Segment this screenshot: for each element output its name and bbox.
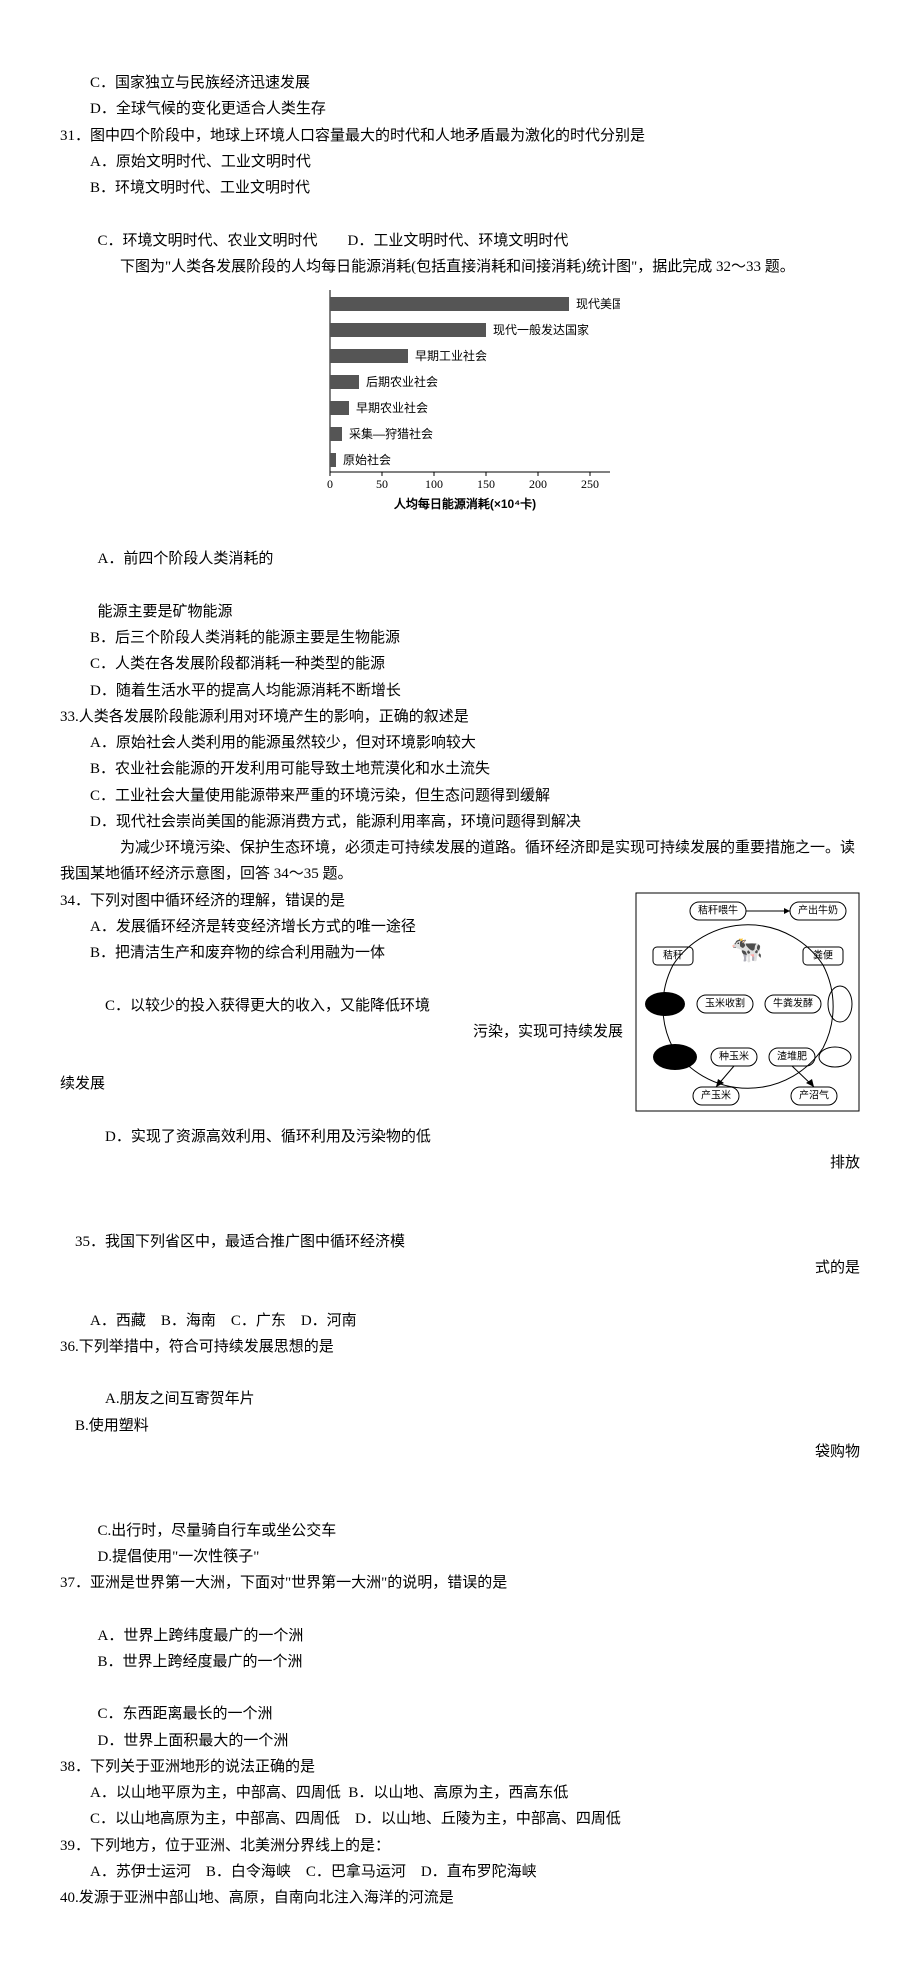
q35-options: A．西藏 B．海南 C．广东 D．河南 — [60, 1308, 860, 1334]
svg-text:150: 150 — [477, 477, 495, 491]
q32-a-right: 能源主要是矿物能源 — [98, 604, 233, 620]
svg-text:粪便: 粪便 — [813, 948, 833, 961]
q40-stem: 40.发源于亚洲中部山地、高原，自南向北注入海洋的河流是 — [60, 1885, 860, 1911]
bar-label-5: 采集—狩猎社会 — [349, 426, 433, 441]
svg-text:产玉米: 产玉米 — [701, 1088, 731, 1101]
q31-row-cd: C．环境文明时代、农业文明时代 D．工业文明时代、环境文明时代 — [60, 201, 860, 254]
q37-row2: C．东西距离最长的一个洲 D．世界上面积最大的一个洲 — [60, 1675, 860, 1754]
svg-text:200: 200 — [529, 477, 547, 491]
q37-b: B．世界上跨经度最广的一个洲 — [98, 1654, 303, 1670]
chart-axis-title: 人均每日能源消耗(×10⁴卡) — [394, 496, 536, 511]
q32-d: D．随着生活水平的提高人均能源消耗不断增长 — [60, 678, 860, 704]
q32-a-row: A．前四个阶段人类消耗的 能源主要是矿物能源 — [60, 520, 860, 625]
svg-text:牛粪发酵: 牛粪发酵 — [773, 996, 813, 1009]
q39-options: A．苏伊士运河 B．白令海峡 C．巴拿马运河 D．直布罗陀海峡 — [60, 1859, 860, 1885]
bar-label-0: 现代美国 — [576, 297, 620, 311]
q33-d: D．现代社会崇尚美国的能源消费方式，能源利用率高，环境问题得到解决 — [60, 809, 860, 835]
svg-text:0: 0 — [327, 477, 333, 491]
q37-stem: 37．亚洲是世界第一大洲，下面对"世界第一大洲"的说明，错误的是 — [60, 1570, 860, 1596]
fig2-intro: 为减少环境污染、保护生态环境，必须走可持续发展的道路。循环经济即是实现可持续发展… — [60, 835, 860, 888]
q39-stem: 39．下列地方，位于亚洲、北美洲分界线上的是： — [60, 1833, 860, 1859]
q31-b: B．环境文明时代、工业文明时代 — [60, 175, 860, 201]
q38-row2: C．以山地高原为主，中部高、四周低 D．以山地、丘陵为主，中部高、四周低 — [60, 1806, 860, 1832]
svg-text:秸秆: 秸秆 — [663, 948, 683, 961]
q35-stem-row: 35．我国下列省区中，最适合推广图中循环经济模 式的是 — [60, 1203, 860, 1308]
q33-c: C．工业社会大量使用能源带来严重的环境污染，但生态问题得到缓解 — [60, 783, 860, 809]
q36-row1: A.朋友之间互寄贺年片 B.使用塑料 袋购物 — [60, 1360, 860, 1491]
svg-text:种玉米: 种玉米 — [719, 1049, 749, 1062]
svg-text:玉米收割: 玉米收割 — [705, 996, 745, 1009]
fig1-intro: 下图为"人类各发展阶段的人均每日能源消耗(包括直接消耗和间接消耗)统计图"，据此… — [60, 254, 860, 280]
bar-label-3: 后期农业社会 — [366, 374, 438, 389]
q34-c-right: 污染，实现可持续发展 — [473, 1019, 623, 1045]
bar-label-6: 原始社会 — [343, 452, 391, 467]
q36-d: D.提倡使用"一次性筷子" — [98, 1549, 260, 1565]
q37-d: D．世界上面积最大的一个洲 — [98, 1733, 289, 1749]
q37-a: A．世界上跨纬度最广的一个洲 — [98, 1623, 388, 1649]
q36-b-right: 袋购物 — [815, 1439, 860, 1465]
svg-text:秸秆喂牛: 秸秆喂牛 — [698, 903, 738, 916]
q36-c: C.出行时，尽量骑自行车或坐公交车 — [98, 1518, 458, 1544]
option-d-orphan: D．全球气候的变化更适合人类生存 — [60, 96, 860, 122]
bar-label-4: 早期农业社会 — [356, 400, 428, 415]
q38-stem: 38．下列关于亚洲地形的说法正确的是 — [60, 1754, 860, 1780]
svg-text:100: 100 — [425, 477, 443, 491]
q36-b-left: B.使用塑料 — [75, 1413, 185, 1439]
q32-b: B．后三个阶段人类消耗的能源主要是生物能源 — [60, 625, 860, 651]
q37-row1: A．世界上跨纬度最广的一个洲 B．世界上跨经度最广的一个洲 — [60, 1596, 860, 1675]
q32-a-left: A．前四个阶段人类消耗的 — [98, 551, 274, 567]
svg-text:产沼气: 产沼气 — [799, 1088, 829, 1101]
svg-text:🐄: 🐄 — [731, 935, 763, 964]
svg-text:产出牛奶: 产出牛奶 — [798, 903, 838, 916]
bar-label-2: 早期工业社会 — [415, 348, 487, 363]
q31-d: D．工业文明时代、环境文明时代 — [348, 233, 569, 249]
q35-stem-left: 35．我国下列省区中，最适合推广图中循环经济模 — [75, 1234, 405, 1250]
q31-a: A．原始文明时代、工业文明时代 — [60, 149, 860, 175]
q34-d-row: D．实现了资源高效利用、循环利用及污染物的低 排放 — [60, 1098, 860, 1203]
q38-row1: A．以山地平原为主，中部高、四周低 B．以山地、高原为主，西高东低 — [60, 1780, 860, 1806]
q36-row2: C.出行时，尽量骑自行车或坐公交车 D.提倡使用"一次性筷子" — [60, 1491, 860, 1570]
q35-stem-right: 式的是 — [815, 1255, 860, 1281]
q33-b: B．农业社会能源的开发利用可能导致土地荒漠化和水土流失 — [60, 756, 860, 782]
q33-a: A．原始社会人类利用的能源虽然较少，但对环境影响较大 — [60, 730, 860, 756]
energy-chart-svg: 现代美国 现代一般发达国家 早期工业社会 后期农业社会 早期农业社会 采集—狩猎… — [320, 290, 620, 520]
energy-chart: 现代美国 现代一般发达国家 早期工业社会 后期农业社会 早期农业社会 采集—狩猎… — [60, 290, 860, 520]
q32-c: C．人类在各发展阶段都消耗一种类型的能源 — [60, 651, 860, 677]
q36-stem: 36.下列举措中，符合可持续发展思想的是 — [60, 1334, 860, 1360]
q34-d-right: 排放 — [830, 1150, 860, 1176]
q36-a: A.朋友之间互寄贺年片 — [75, 1386, 365, 1412]
q37-c: C．东西距离最长的一个洲 — [98, 1701, 388, 1727]
option-c-orphan: C．国家独立与民族经济迅速发展 — [60, 70, 860, 96]
cycle-diagram: 秸秆喂牛 产出牛奶 秸秆 🐄 粪便 玉米收割 牛粪发酵 种玉米 渣堆肥 产玉米 … — [635, 892, 860, 1112]
svg-text:50: 50 — [376, 477, 388, 491]
q31-stem: 31．图中四个阶段中，地球上环境人口容量最大的时代和人地矛盾最为激化的时代分别是 — [60, 123, 860, 149]
svg-text:渣堆肥: 渣堆肥 — [777, 1049, 807, 1062]
q34-c-left: C．以较少的投入获得更大的收入，又能降低环境 — [75, 993, 430, 1019]
q33-stem: 33.人类各发展阶段能源利用对环境产生的影响，正确的叙述是 — [60, 704, 860, 730]
q31-c: C．环境文明时代、农业文明时代 — [98, 233, 318, 249]
bar-label-1: 现代一般发达国家 — [493, 322, 589, 337]
svg-text:250: 250 — [581, 477, 599, 491]
q34-d-left: D．实现了资源高效利用、循环利用及污染物的低 — [75, 1124, 431, 1150]
